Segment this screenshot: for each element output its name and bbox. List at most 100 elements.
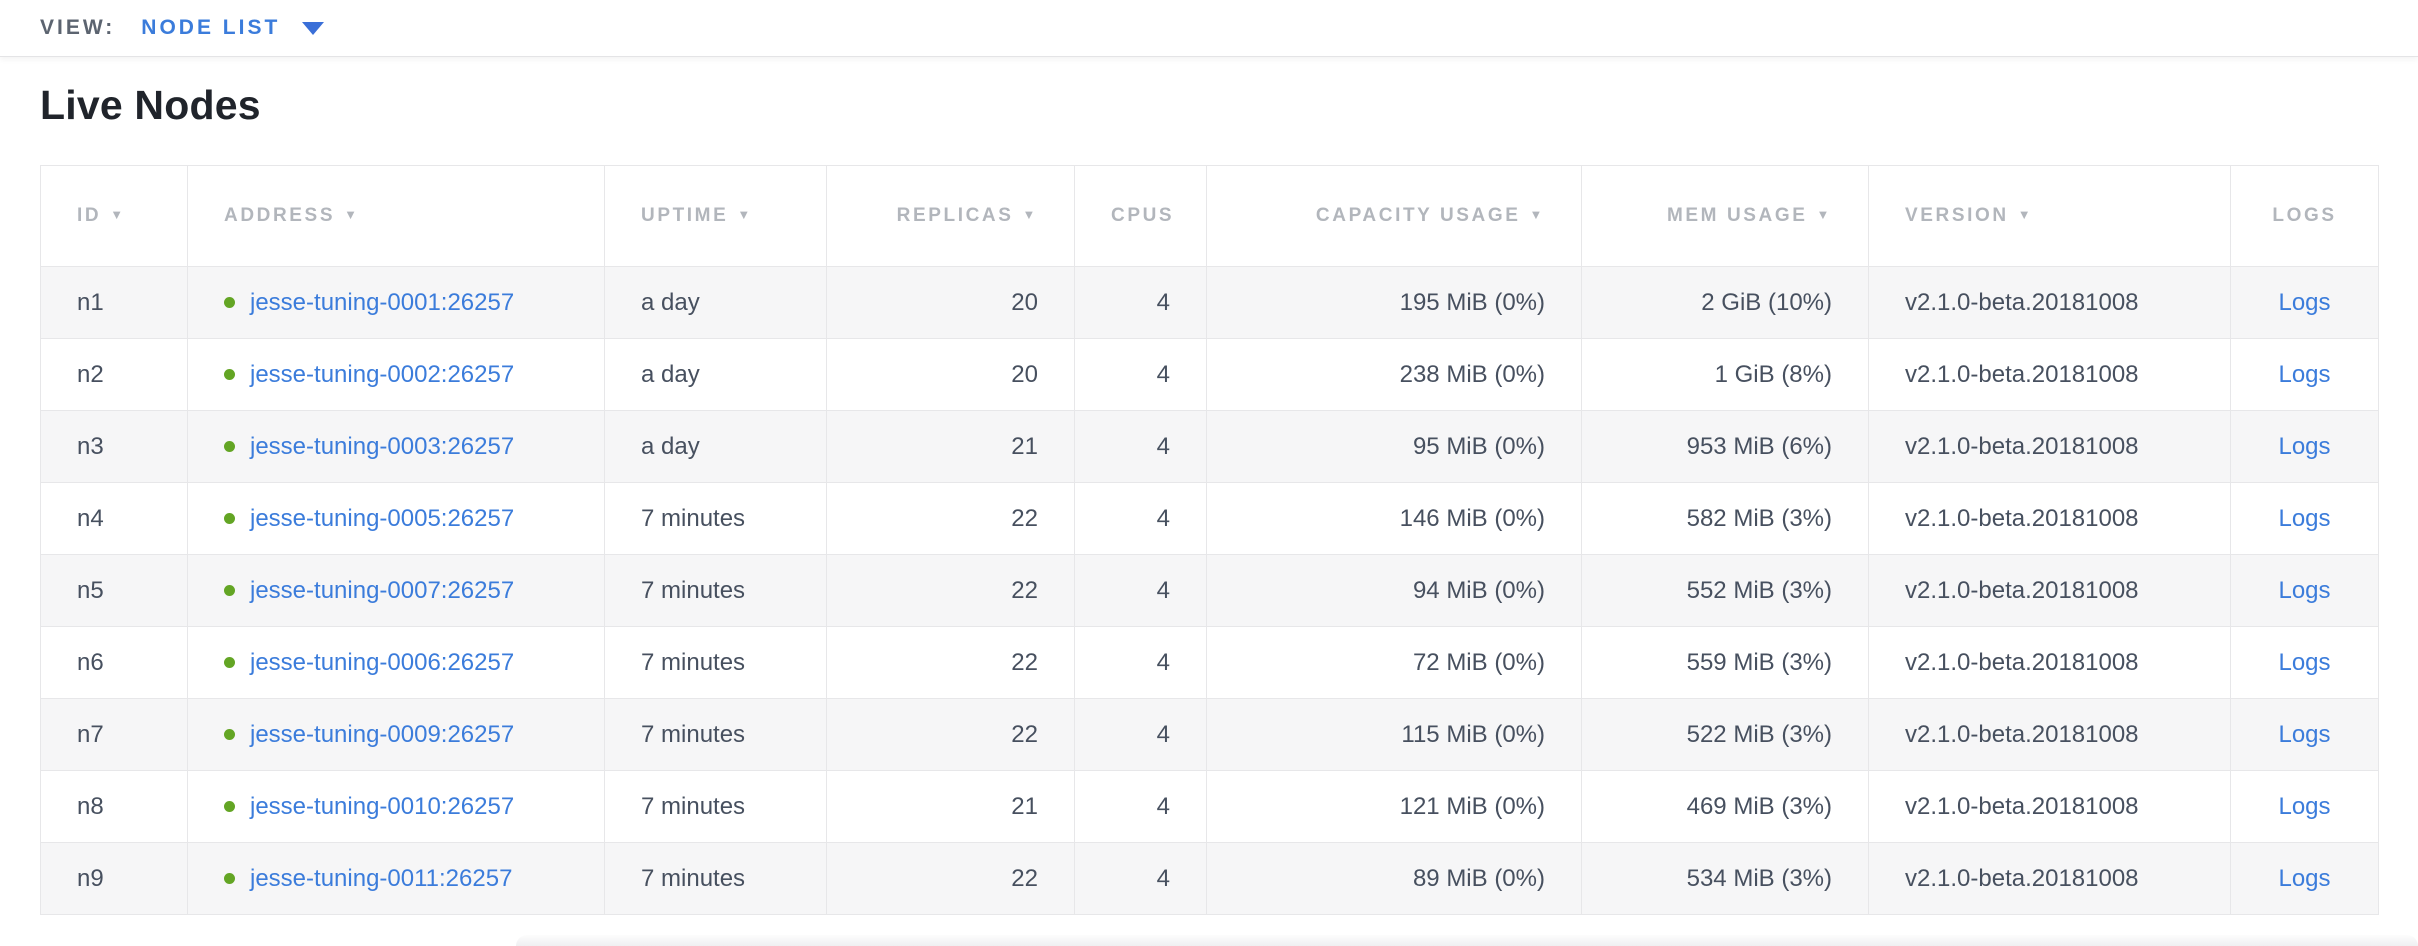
column-header-replicas[interactable]: REPLICAS ▼: [826, 165, 1075, 267]
column-header-capacity[interactable]: CAPACITY USAGE ▼: [1206, 165, 1582, 267]
table-row: n7 jesse-tuning-0009:26257 7 minutes 22 4 115…: [40, 698, 2379, 771]
node-live-status-icon: [224, 729, 235, 740]
node-address-link[interactable]: jesse-tuning-0005:26257: [250, 504, 515, 532]
capacity-cell: 72 MiB (0%): [1206, 626, 1582, 699]
logs-link[interactable]: Logs: [2278, 432, 2331, 460]
logs-link[interactable]: Logs: [2278, 576, 2331, 604]
node-address-cell: jesse-tuning-0005:26257: [187, 482, 605, 555]
table-row: n6 jesse-tuning-0006:26257 7 minutes 22 4 72 …: [40, 626, 2379, 699]
node-address-link[interactable]: jesse-tuning-0010:26257: [250, 792, 515, 820]
node-address-cell: jesse-tuning-0006:26257: [187, 626, 605, 699]
logs-cell: Logs: [2230, 338, 2379, 411]
id-cell: n3: [40, 410, 188, 483]
version-cell: v2.1.0-beta.20181008: [1868, 266, 2231, 339]
uptime-cell: 7 minutes: [604, 770, 827, 843]
node-live-status-icon: [224, 297, 235, 308]
capacity-cell: 94 MiB (0%): [1206, 554, 1582, 627]
node-address-link[interactable]: jesse-tuning-0001:26257: [250, 288, 515, 316]
logs-cell: Logs: [2230, 266, 2379, 339]
table-row: n5 jesse-tuning-0007:26257 7 minutes 22 4 94 …: [40, 554, 2379, 627]
column-header-cpus: CPUS: [1074, 165, 1207, 267]
table-row: n8 jesse-tuning-0010:26257 7 minutes 21 4 121…: [40, 770, 2379, 843]
mem-cell: 469 MiB (3%): [1581, 770, 1869, 843]
column-header-address[interactable]: ADDRESS ▼: [187, 165, 605, 267]
version-cell: v2.1.0-beta.20181008: [1868, 482, 2231, 555]
logs-cell: Logs: [2230, 626, 2379, 699]
node-live-status-icon: [224, 513, 235, 524]
column-header-uptime[interactable]: UPTIME ▼: [604, 165, 827, 267]
node-address-cell: jesse-tuning-0009:26257: [187, 698, 605, 771]
logs-cell: Logs: [2230, 842, 2379, 915]
logs-cell: Logs: [2230, 482, 2379, 555]
cpus-cell: 4: [1074, 554, 1207, 627]
id-cell: n5: [40, 554, 188, 627]
capacity-cell: 195 MiB (0%): [1206, 266, 1582, 339]
replicas-cell: 22: [826, 842, 1075, 915]
logs-link[interactable]: Logs: [2278, 864, 2331, 892]
address-wrap: jesse-tuning-0009:26257: [224, 721, 568, 749]
logs-link[interactable]: Logs: [2278, 792, 2331, 820]
logs-cell: Logs: [2230, 770, 2379, 843]
node-address-link[interactable]: jesse-tuning-0009:26257: [250, 720, 515, 748]
logs-link[interactable]: Logs: [2278, 288, 2331, 316]
uptime-cell: a day: [604, 338, 827, 411]
view-selector-dropdown[interactable]: NODE LIST: [141, 16, 325, 40]
version-cell: v2.1.0-beta.20181008: [1868, 842, 2231, 915]
replicas-cell: 22: [826, 554, 1075, 627]
view-selector-value: NODE LIST: [141, 16, 281, 39]
below-fold-panel-shadow: [516, 935, 2418, 946]
logs-link[interactable]: Logs: [2278, 720, 2331, 748]
sort-desc-icon: ▼: [2017, 207, 2034, 222]
column-header-version[interactable]: VERSION ▼: [1868, 165, 2231, 267]
logs-link[interactable]: Logs: [2278, 648, 2331, 676]
replicas-cell: 21: [826, 770, 1075, 843]
column-header-id[interactable]: ID ▼: [40, 165, 188, 267]
mem-cell: 582 MiB (3%): [1581, 482, 1869, 555]
node-address-link[interactable]: jesse-tuning-0002:26257: [250, 360, 515, 388]
id-cell: n1: [40, 266, 188, 339]
node-address-link[interactable]: jesse-tuning-0011:26257: [250, 864, 513, 892]
capacity-cell: 89 MiB (0%): [1206, 842, 1582, 915]
uptime-cell: 7 minutes: [604, 482, 827, 555]
page-title: Live Nodes: [40, 82, 261, 128]
node-address-link[interactable]: jesse-tuning-0006:26257: [250, 648, 515, 676]
column-header-label: ID: [77, 205, 102, 226]
cpus-cell: 4: [1074, 266, 1207, 339]
node-live-status-icon: [224, 873, 235, 884]
mem-cell: 953 MiB (6%): [1581, 410, 1869, 483]
address-wrap: jesse-tuning-0001:26257: [224, 289, 568, 317]
uptime-cell: 7 minutes: [604, 554, 827, 627]
sort-desc-icon: ▼: [344, 207, 360, 222]
column-header-logs: LOGS: [2230, 165, 2379, 267]
mem-cell: 1 GiB (8%): [1581, 338, 1869, 411]
replicas-cell: 20: [826, 338, 1075, 411]
mem-cell: 522 MiB (3%): [1581, 698, 1869, 771]
uptime-cell: 7 minutes: [604, 842, 827, 915]
cpus-cell: 4: [1074, 698, 1207, 771]
id-cell: n4: [40, 482, 188, 555]
id-cell: n6: [40, 626, 188, 699]
column-header-mem[interactable]: MEM USAGE ▼: [1581, 165, 1869, 267]
node-live-status-icon: [224, 369, 235, 380]
node-address-cell: jesse-tuning-0011:26257: [187, 842, 605, 915]
address-wrap: jesse-tuning-0002:26257: [224, 361, 568, 389]
table-row: n4 jesse-tuning-0005:26257 7 minutes 22 4 146…: [40, 482, 2379, 555]
id-cell: n9: [40, 842, 188, 915]
node-address-link[interactable]: jesse-tuning-0007:26257: [250, 576, 515, 604]
logs-link[interactable]: Logs: [2278, 360, 2331, 388]
node-live-status-icon: [224, 801, 235, 812]
cpus-cell: 4: [1074, 410, 1207, 483]
sort-desc-icon: ▼: [1022, 207, 1038, 222]
version-cell: v2.1.0-beta.20181008: [1868, 770, 2231, 843]
sort-desc-icon: ▼: [1816, 207, 1832, 222]
node-address-link[interactable]: jesse-tuning-0003:26257: [250, 432, 515, 460]
table-header-row: ID ▼ ADDRESS ▼ UPTIME ▼ REPLICAS ▼ CPUS CAPACITY …: [40, 165, 2379, 267]
sort-desc-icon: ▼: [110, 207, 126, 222]
live-nodes-table-container: ID ▼ ADDRESS ▼ UPTIME ▼ REPLICAS ▼ CPUS CAPACITY …: [40, 165, 2379, 915]
logs-link[interactable]: Logs: [2278, 504, 2331, 532]
mem-cell: 2 GiB (10%): [1581, 266, 1869, 339]
uptime-cell: 7 minutes: [604, 626, 827, 699]
column-header-label: MEM USAGE: [1666, 205, 1808, 226]
node-live-status-icon: [224, 657, 235, 668]
address-wrap: jesse-tuning-0003:26257: [224, 433, 568, 461]
